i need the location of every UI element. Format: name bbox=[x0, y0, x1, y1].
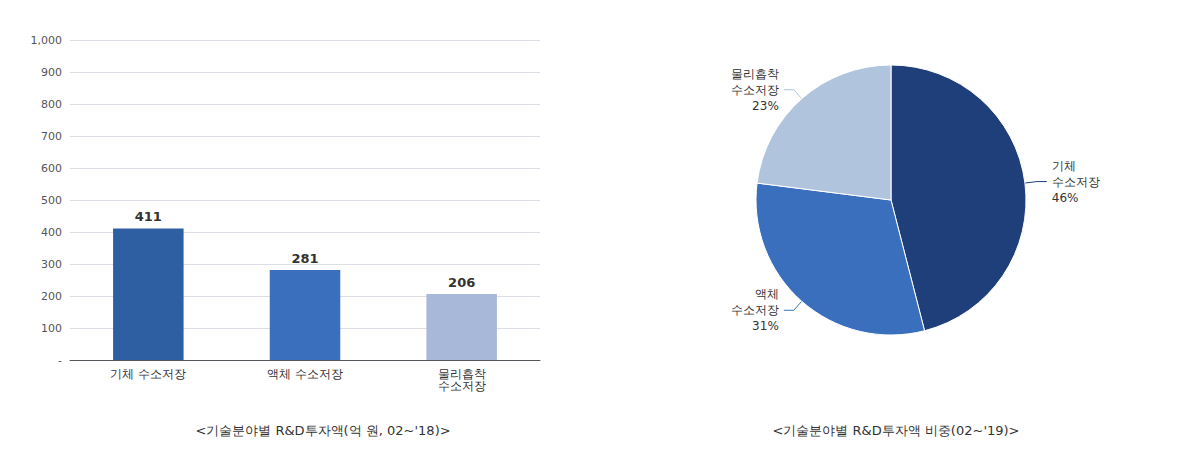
svg-text:411: 411 bbox=[135, 209, 162, 224]
svg-text:수소저장: 수소저장 bbox=[438, 379, 486, 393]
svg-text:기체 수소저장: 기체 수소저장 bbox=[110, 367, 186, 381]
svg-text:400: 400 bbox=[41, 226, 62, 239]
svg-text:281: 281 bbox=[291, 251, 318, 266]
svg-text:23%: 23% bbox=[752, 99, 779, 113]
svg-text:600: 600 bbox=[41, 162, 62, 175]
svg-text:수소저장: 수소저장 bbox=[1052, 175, 1100, 189]
svg-text:31%: 31% bbox=[752, 319, 779, 333]
svg-text:206: 206 bbox=[448, 275, 475, 290]
svg-text:800: 800 bbox=[41, 98, 62, 111]
svg-text:물리흡착: 물리흡착 bbox=[731, 67, 779, 81]
svg-text:900: 900 bbox=[41, 66, 62, 79]
svg-text:기체: 기체 bbox=[1052, 159, 1076, 173]
svg-text:수소저장: 수소저장 bbox=[731, 83, 779, 97]
svg-text:액체: 액체 bbox=[755, 287, 779, 301]
svg-text:700: 700 bbox=[41, 130, 62, 143]
svg-text:200: 200 bbox=[41, 290, 62, 303]
svg-text:<기술분야별 R&D투자액 비중(02~'19)>: <기술분야별 R&D투자액 비중(02~'19)> bbox=[773, 423, 1020, 438]
svg-text:수소저장: 수소저장 bbox=[731, 303, 779, 317]
svg-text:300: 300 bbox=[41, 258, 62, 271]
svg-text:액체 수소저장: 액체 수소저장 bbox=[267, 367, 343, 381]
svg-text:물리흡착: 물리흡착 bbox=[437, 367, 486, 381]
svg-text:<기술분야별 R&D투자액(억 원, 02~'18)>: <기술분야별 R&D투자액(억 원, 02~'18)> bbox=[195, 423, 450, 438]
svg-text:46%: 46% bbox=[1052, 191, 1079, 205]
svg-text:500: 500 bbox=[41, 194, 62, 207]
svg-text:1,000: 1,000 bbox=[31, 34, 63, 47]
svg-text:100: 100 bbox=[41, 322, 62, 335]
svg-text:-: - bbox=[58, 354, 62, 367]
